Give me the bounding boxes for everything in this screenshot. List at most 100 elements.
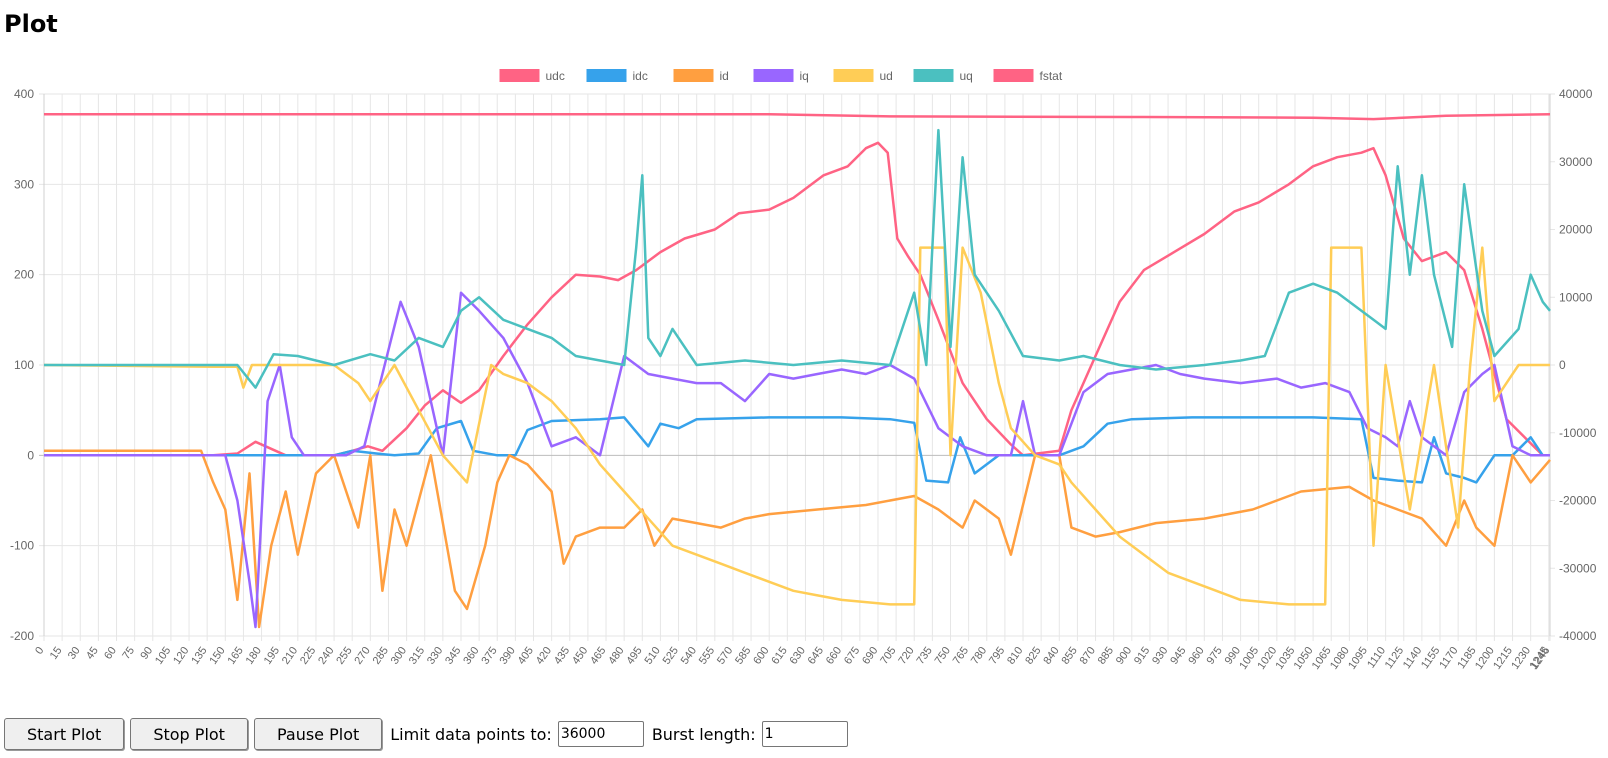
legend-swatch-ud (833, 69, 874, 82)
y-left-tick-label: -200 (10, 629, 34, 643)
x-tick-label: 1155 (1419, 645, 1442, 671)
y-left-tick-label: 300 (14, 177, 34, 191)
x-tick-label: 795 (987, 645, 1007, 667)
series-line-idc (44, 416, 1550, 484)
x-tick-label: 465 (588, 645, 608, 667)
x-tick-label: 870 (1078, 645, 1098, 667)
x-tick-label: 240 (316, 645, 336, 667)
legend-swatch-fstat (993, 69, 1034, 82)
x-tick-label: 495 (624, 645, 644, 667)
x-tick-label: 1246 (1529, 645, 1553, 672)
x-tick-label: 300 (389, 645, 409, 667)
legend-label-idc: idc (633, 69, 648, 83)
x-tick-label: 885 (1096, 645, 1116, 667)
x-tick-label: 960 (1186, 645, 1206, 667)
legend-label-iq: iq (800, 69, 809, 83)
x-tick-label: 645 (806, 645, 826, 667)
x-tick-label: 60 (102, 645, 119, 662)
y-left-tick-label: 0 (27, 448, 34, 462)
legend-label-fstat: fstat (1040, 69, 1063, 83)
page-title: Plot (4, 10, 58, 38)
x-tick-label: 555 (697, 645, 717, 667)
x-tick-label: 930 (1150, 645, 1170, 667)
x-tick-label: 630 (788, 645, 808, 667)
x-tick-label: 1230 (1509, 645, 1533, 672)
x-tick-label: 435 (552, 645, 572, 667)
x-tick-label: 105 (153, 645, 173, 667)
x-tick-label: 45 (84, 645, 101, 662)
chart-container: 0 15 30 45 60 75 90 105 120 135 150 165 180 195 210 225… (0, 60, 1608, 700)
x-tick-label: 180 (244, 645, 264, 667)
x-tick-label: 285 (371, 645, 391, 667)
x-tick-label: 330 (425, 645, 445, 667)
x-tick-label: 315 (407, 645, 427, 667)
x-tick-label: 1035 (1274, 645, 1298, 672)
y-right-tick-label: -20000 (1559, 494, 1597, 508)
x-tick-label: 360 (461, 645, 481, 667)
x-tick-label: 75 (120, 645, 137, 662)
x-tick-label: 1170 (1437, 645, 1460, 671)
y-right-tick-label: 10000 (1559, 290, 1593, 304)
x-tick-label: 1140 (1401, 645, 1424, 671)
x-tick-label: 225 (298, 645, 318, 667)
stop-plot-button[interactable]: Stop Plot (130, 718, 248, 750)
x-tick-label: 1005 (1237, 645, 1261, 672)
x-tick-label: 135 (189, 645, 209, 667)
x-tick-label: 660 (824, 645, 844, 667)
y-left-tick-label: 400 (14, 87, 34, 101)
x-tick-label: 1125 (1383, 645, 1406, 671)
x-tick-label: 1200 (1473, 645, 1497, 672)
burst-length-label: Burst length: (651, 724, 756, 744)
x-tick-label: 270 (352, 645, 372, 667)
x-tick-label: 900 (1114, 645, 1134, 667)
y-left-tick-label: -100 (10, 539, 34, 553)
x-tick-label: 720 (896, 645, 916, 667)
x-tick-label: 945 (1168, 645, 1188, 667)
series-line-iq (44, 291, 1550, 629)
x-tick-label: 390 (497, 645, 517, 667)
x-tick-label: 585 (733, 645, 753, 667)
legend-swatch-iq (753, 69, 794, 82)
x-tick-label: 210 (280, 645, 300, 667)
pause-plot-button[interactable]: Pause Plot (253, 718, 383, 750)
line-chart: 0 15 30 45 60 75 90105120135150165180195210225… (10, 69, 1597, 672)
legend-swatch-uq (913, 69, 954, 82)
legend-label-ud: ud (880, 69, 893, 83)
start-plot-button[interactable]: Start Plot (4, 718, 125, 750)
x-tick-label: 30 (66, 645, 83, 662)
x-tick-label: 1020 (1255, 645, 1279, 672)
x-tick-label: 195 (262, 645, 282, 667)
x-tick-label: 15 (48, 645, 65, 662)
x-tick-label: 510 (643, 645, 663, 667)
x-tick-label: 1080 (1328, 645, 1352, 672)
y-left-tick-label: 100 (14, 358, 34, 372)
x-tick-label: 855 (1060, 645, 1080, 667)
x-tick-label: 765 (951, 645, 971, 667)
legend-label-udc: udc (546, 69, 565, 83)
x-tick-label: 450 (570, 645, 590, 667)
plot-controls: Start Plot Stop Plot Pause Plot Limit da… (4, 718, 854, 750)
x-tick-label: 840 (1041, 645, 1061, 667)
y-left-tick-label: 200 (14, 268, 34, 282)
x-tick-label: 915 (1132, 645, 1152, 667)
series-line-ud (43, 246, 1550, 606)
x-tick-label: 255 (334, 645, 354, 667)
x-tick-label: 375 (479, 645, 499, 667)
x-tick-label: 525 (661, 645, 681, 667)
x-tick-label: 780 (969, 645, 989, 667)
x-tick-label: 825 (1023, 645, 1043, 667)
legend-swatch-idc (586, 69, 627, 82)
x-tick-label: 90 (138, 645, 155, 662)
x-tick-label: 1215 (1491, 645, 1515, 672)
burst-length-input[interactable] (761, 721, 848, 747)
y-right-tick-label: 20000 (1559, 223, 1593, 237)
x-tick-label: 1050 (1292, 645, 1316, 672)
limit-data-points-label: Limit data points to: (390, 724, 552, 744)
x-tick-label: 570 (715, 645, 735, 667)
y-right-tick-label: 30000 (1559, 155, 1593, 169)
series-line-id (44, 449, 1551, 629)
limit-data-points-input[interactable] (557, 721, 644, 747)
x-tick-label: 1095 (1346, 645, 1370, 672)
x-tick-label: 750 (933, 645, 953, 667)
legend-swatch-udc (499, 69, 540, 82)
